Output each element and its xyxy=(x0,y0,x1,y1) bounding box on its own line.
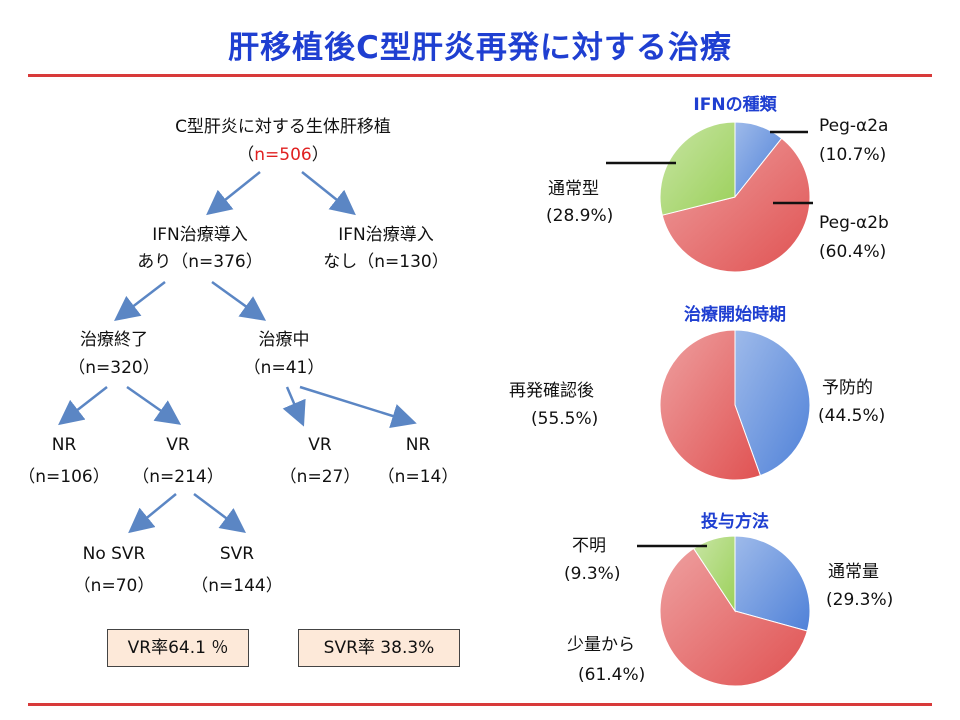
completed-line1: 治療終了 xyxy=(80,330,148,350)
nosvr-line2: （n=70） xyxy=(73,576,155,596)
ifn-yes-line1: IFN治療導入 xyxy=(152,225,248,245)
pie3-title: 投与方法 xyxy=(701,512,769,532)
pie3-slice-3 xyxy=(692,535,736,613)
pie1-pct-standard: (28.9%) xyxy=(546,206,614,226)
pie2-pct-after-recurrence: (55.5%) xyxy=(531,409,599,429)
arrow-ifn-completed xyxy=(114,281,166,322)
ifn-yes-line2: あり（n=376） xyxy=(137,252,263,272)
pie3-pct-standard-dose: (29.3%) xyxy=(826,590,894,610)
nosvr-line1: No SVR xyxy=(82,544,146,564)
pie1-label-peg2a: Peg-α2a xyxy=(819,116,889,136)
pie3-pct-low-dose: (61.4%) xyxy=(578,665,646,685)
arrow-vr-nosvr xyxy=(128,493,177,534)
pie3-label-standard-dose: 通常量 xyxy=(828,562,879,582)
root-count: （n=506） xyxy=(237,145,329,165)
completed-line2: （n=320） xyxy=(68,358,160,378)
arrow-ongoing-vr xyxy=(282,386,306,427)
page-title: 肝移植後C型肝炎再発に対する治療 xyxy=(228,30,732,66)
ongoing-line1: 治療中 xyxy=(258,330,310,350)
vr1-line1: VR xyxy=(166,435,190,455)
pie2-label-prophylactic: 予防的 xyxy=(822,378,873,398)
pie3-slice-1 xyxy=(734,535,811,632)
vr2-line2: （n=27） xyxy=(279,467,361,487)
vr2-line1: VR xyxy=(308,435,332,455)
arrow-completed-nr xyxy=(58,386,108,426)
root-count-value: n=506 xyxy=(254,145,312,165)
bottom-divider xyxy=(28,703,932,706)
pie3-label-low-dose: 少量から xyxy=(567,635,635,655)
pie1-slice-2 xyxy=(661,137,811,273)
pie2-pct-prophylactic: (44.5%) xyxy=(818,406,886,426)
pie1-label-peg2b: Peg-α2b xyxy=(819,213,889,233)
nr1-line1: NR xyxy=(51,435,77,455)
ifn-no-line1: IFN治療導入 xyxy=(338,225,434,245)
ongoing-line2: （n=41） xyxy=(243,358,325,378)
arrow-completed-vr xyxy=(126,385,182,425)
pie2-slice-1 xyxy=(734,329,811,477)
nr1-line2: （n=106） xyxy=(18,467,110,487)
svr-line2: （n=144） xyxy=(191,576,283,596)
pie1-pct-peg2b: (60.4%) xyxy=(819,242,887,262)
svr-rate-box: SVR率 38.3% xyxy=(298,629,460,667)
pie1-slice-3 xyxy=(659,121,736,216)
vr-rate-box: VR率64.1 ％ xyxy=(107,629,249,667)
arrow-vr-svr xyxy=(193,493,246,533)
pie3-label-unknown: 不明 xyxy=(572,536,606,556)
pie1-title: IFNの種類 xyxy=(693,95,777,115)
pie1-label-standard: 通常型 xyxy=(548,179,599,199)
pie2-label-after-recurrence: 再発確認後 xyxy=(509,381,594,401)
pie3-pct-unknown: (9.3%) xyxy=(564,564,621,584)
nr2-line2: （n=14） xyxy=(377,467,459,487)
pie3-slice-2 xyxy=(659,547,808,687)
ifn-no-line2: なし（n=130） xyxy=(323,252,449,272)
top-divider xyxy=(28,74,932,77)
pie1-pct-peg2a: (10.7%) xyxy=(819,145,887,165)
arrow-root-ifn-yes xyxy=(206,171,261,216)
pie2-title: 治療開始時期 xyxy=(684,305,786,325)
svr-line1: SVR xyxy=(219,544,255,564)
nr2-line1: NR xyxy=(405,435,431,455)
root-label: C型肝炎に対する生体肝移植 xyxy=(175,117,391,137)
pie2-slice-2 xyxy=(659,329,762,481)
arrow-ifn-ongoing xyxy=(211,280,267,321)
arrow-ongoing-nr xyxy=(299,385,417,428)
arrow-root-ifn-no xyxy=(301,171,356,216)
vr1-line2: （n=214） xyxy=(132,467,224,487)
